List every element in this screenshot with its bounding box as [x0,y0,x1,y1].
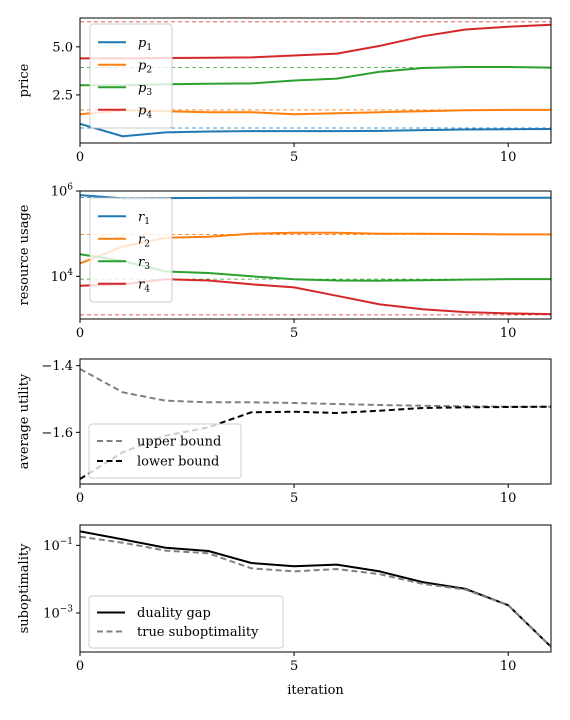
legend-label: p1 [138,36,152,53]
y-tick-label: 10−1 [43,537,73,554]
chart-panel: 0 5 10 10−3 10−1 suboptimality iteration dualit… [17,524,552,698]
legend-label: lower bound [137,455,219,470]
series-line [80,535,551,648]
axes-frame [79,190,552,320]
legend-label: p2 [138,58,152,75]
legend-label: r2 [138,232,150,249]
chart-panel: 0 5 10 104 106 resource usage r1 r2 r3 r4 [17,183,552,341]
legend: p1 p2 p3 p4 [89,23,173,129]
y-tick-label: −1.6 [41,426,73,441]
x-tick-label: 5 [290,150,298,165]
y-tick-label: 104 [51,268,74,285]
x-axis-label: iteration [287,683,344,698]
legend-box [89,197,173,303]
x-tick-label: 10 [500,659,517,674]
y-axis-label: suboptimality [17,543,32,634]
y-tick-label: −1.4 [41,359,73,374]
x-tick-label: 0 [76,326,84,341]
legend-label: upper bound [137,435,221,450]
legend-label: true suboptimality [137,625,259,640]
legend-box [88,595,284,649]
legend: duality gap true suboptimality [88,595,284,649]
y-tick-label: 2.5 [52,88,73,103]
y-tick-label: 10−3 [43,604,73,621]
chart-panel: 0 5 10 −1.6 −1.4 average utility upper bound lo… [17,358,552,506]
x-tick-label: 10 [500,326,517,341]
axes-frame [79,358,552,485]
legend-label: p3 [138,81,152,98]
legend-label: r3 [138,255,150,272]
axes-frame [79,524,552,653]
series-line [80,368,551,408]
y-tick-label: 5.0 [52,40,73,55]
legend-box [89,23,173,129]
x-tick-label: 10 [500,150,517,165]
x-tick-label: 5 [290,659,298,674]
legend-label: r1 [138,210,150,227]
series-line [80,530,551,648]
y-tick-label: 106 [51,183,74,200]
x-tick-label: 0 [76,150,84,165]
x-tick-label: 5 [290,326,298,341]
series-line [80,122,551,138]
x-tick-label: 10 [500,491,517,506]
chart-panel: 0 5 10 2.5 5.0 price p1 p2 p3 p4 [17,17,552,165]
x-tick-label: 5 [290,491,298,506]
legend: r1 r2 r3 r4 [89,197,173,303]
x-tick-label: 0 [76,491,84,506]
axes-frame [79,17,552,144]
y-axis-label: resource usage [17,204,32,305]
legend: upper bound lower bound [88,423,242,479]
y-axis-label: price [17,63,32,97]
x-tick-label: 0 [76,659,84,674]
legend-box [88,423,242,479]
legend-label: r4 [138,277,150,294]
legend-label: duality gap [137,606,211,621]
y-axis-label: average utility [17,373,32,469]
legend-label: p4 [138,103,152,120]
